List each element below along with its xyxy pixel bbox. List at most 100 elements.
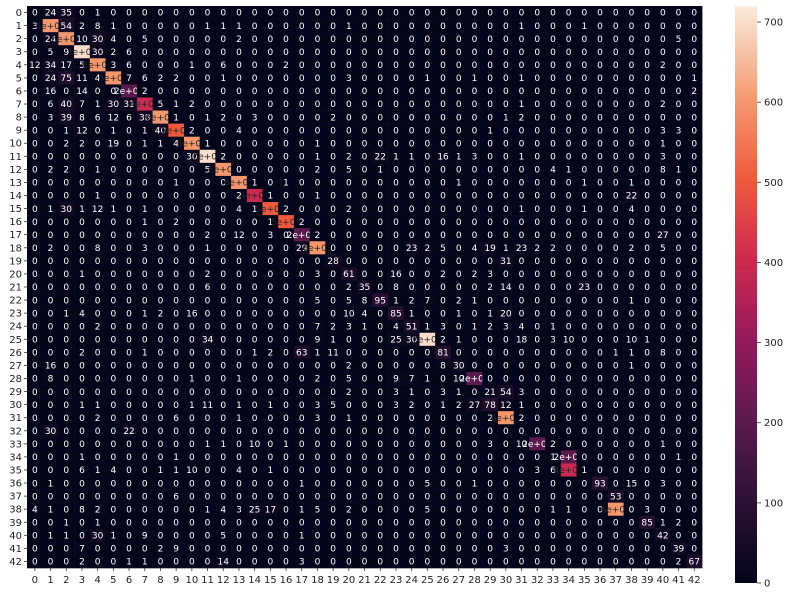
cell-label: 0 — [79, 427, 85, 437]
cell-label: 0 — [566, 401, 572, 411]
cell-label: 0 — [267, 74, 273, 84]
cell-label: 0 — [519, 61, 525, 71]
heatmap-cell — [545, 19, 562, 33]
heatmap-cell — [607, 175, 624, 190]
cell-label: 0 — [472, 388, 478, 398]
cell-label: 1 — [95, 518, 101, 528]
cell-label: 0 — [220, 322, 226, 332]
cell-label: 0 — [48, 545, 54, 555]
cell-label: 5 — [315, 296, 321, 306]
cell-label: 0 — [660, 492, 666, 502]
cell-label: 0 — [283, 296, 289, 306]
cell-label: 0 — [581, 9, 587, 19]
cell-label: 0 — [330, 440, 336, 450]
heatmap-cell — [42, 136, 59, 151]
cell-label: 0 — [377, 309, 383, 319]
heatmap-cell — [388, 58, 405, 72]
heatmap-cell — [513, 84, 530, 98]
cell-label: 0 — [644, 74, 650, 84]
cell-label: 0 — [487, 166, 493, 176]
heatmap-cell — [293, 136, 310, 151]
heatmap-cell — [105, 97, 122, 111]
heatmap-cell — [27, 228, 43, 242]
heatmap-cell — [450, 228, 467, 242]
cell-label: 2 — [346, 388, 352, 398]
cell-label: 0 — [236, 479, 242, 489]
cell-label: 0 — [566, 61, 572, 71]
cell-label: 0 — [189, 231, 195, 241]
cell-label: 0 — [472, 35, 478, 45]
cell-label: 0 — [534, 388, 540, 398]
cell-label: 0 — [629, 166, 635, 176]
cell-label: 2 — [48, 244, 54, 254]
heatmap-cell — [325, 254, 342, 268]
cell-label: 0 — [519, 505, 525, 515]
heatmap-cell — [372, 228, 389, 242]
cell-label: 1 — [63, 518, 69, 528]
heatmap-cell — [639, 123, 656, 137]
heatmap-cell — [136, 162, 153, 177]
cell-label: 0 — [267, 61, 273, 71]
cell-label: 0 — [267, 440, 273, 450]
cell-label: 0 — [79, 440, 85, 450]
heatmap-cell — [89, 19, 106, 33]
cell-label: 0 — [267, 427, 273, 437]
heatmap-cell — [136, 84, 153, 98]
cell-label: 4 — [236, 205, 242, 215]
cell-label: 0 — [409, 35, 415, 45]
cell-label: 0 — [550, 179, 556, 189]
cell-label: 0 — [613, 244, 619, 254]
cell-label: 0 — [95, 139, 101, 149]
heatmap-cell — [42, 19, 59, 33]
heatmap-cell — [58, 202, 75, 216]
cell-label: 0 — [63, 479, 69, 489]
heatmap-cell — [466, 149, 483, 164]
cell-label: 0 — [440, 35, 446, 45]
heatmap-cell — [639, 19, 656, 33]
heatmap-cell — [655, 228, 671, 242]
cell-label: 0 — [581, 244, 587, 254]
heatmap-cell — [199, 32, 216, 46]
cell-label: 0 — [63, 401, 69, 411]
x-tick-label: 23 — [390, 575, 403, 586]
heatmap-cell — [278, 188, 295, 203]
cell-label: 0 — [676, 388, 682, 398]
heatmap-cell — [262, 228, 279, 242]
heatmap-cell — [325, 19, 342, 33]
cell-label: 0 — [330, 87, 336, 97]
cell-label: 0 — [440, 231, 446, 241]
x-axis-ticks: 0 1 2 3 4 5 6 7 8 9 10 11 12 13 14 15 16 17 18 19 20 21 22 23 24… — [32, 568, 701, 586]
cell-label: 0 — [519, 270, 525, 280]
heatmap-cell — [576, 58, 593, 72]
cell-label: 23 — [406, 244, 417, 254]
heatmap-cell — [184, 58, 200, 72]
cell-label: 0 — [346, 427, 352, 437]
cell-label: 0 — [503, 231, 509, 241]
heatmap-cell — [545, 215, 562, 229]
cell-label: 0 — [456, 322, 462, 332]
cell-label: 5e+02 — [255, 205, 285, 215]
cell-label: 0 — [110, 257, 116, 267]
cell-label: 9 — [315, 335, 321, 345]
cell-label: 0 — [409, 218, 415, 228]
cell-label: 0 — [487, 9, 493, 19]
heatmap-cell — [136, 202, 153, 216]
cell-label: 0 — [566, 375, 572, 385]
cell-label: 0 — [315, 113, 321, 123]
cell-label: 0 — [691, 48, 697, 58]
heatmap-cell — [513, 228, 530, 242]
cell-label: 0 — [315, 558, 321, 568]
cell-label: 0 — [362, 479, 368, 489]
heatmap-cell — [278, 202, 295, 216]
cell-label: 0 — [252, 532, 258, 542]
cell-label: 0 — [110, 244, 116, 254]
cell-label: 0 — [644, 9, 650, 19]
cell-label: 0 — [597, 401, 603, 411]
cell-label: 0 — [220, 492, 226, 502]
cell-label: 0 — [534, 558, 540, 568]
heatmap-cell — [168, 202, 185, 216]
cell-label: 0 — [189, 179, 195, 189]
heatmap-cell — [466, 202, 483, 216]
cell-label: 0 — [32, 257, 38, 267]
cell-label: 0 — [173, 48, 179, 58]
